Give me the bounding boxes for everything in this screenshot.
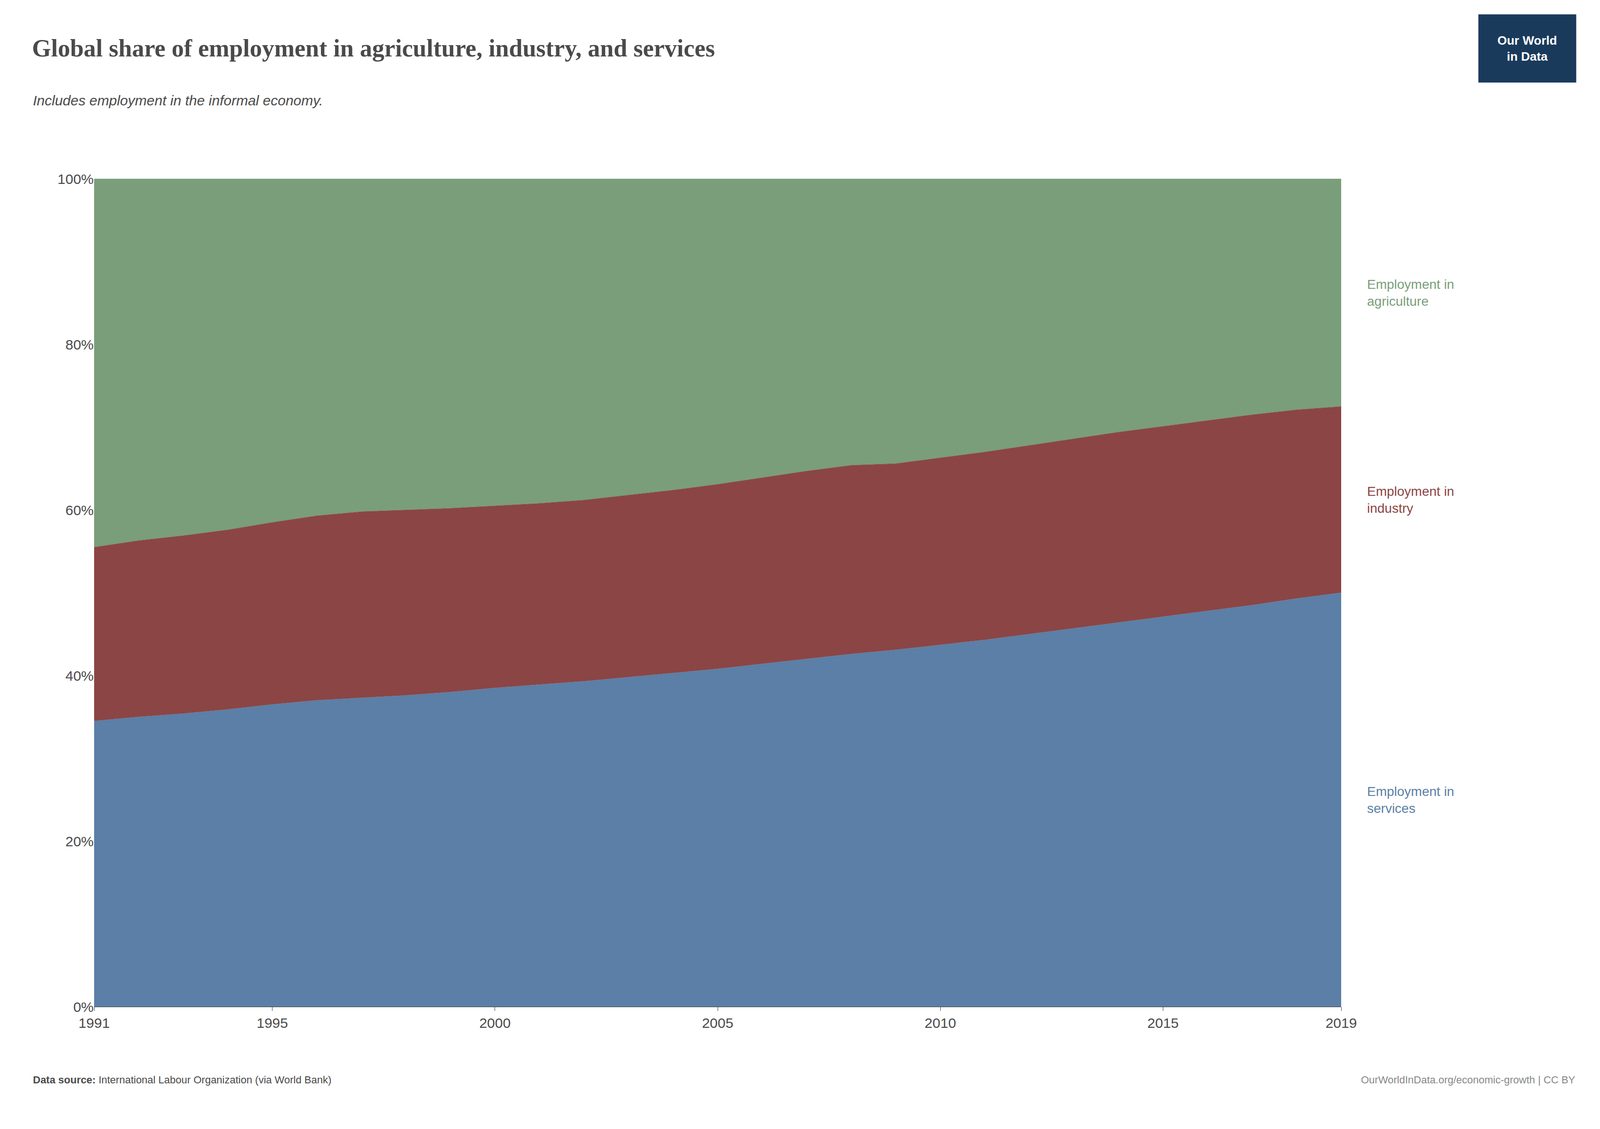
svg-text:OurWorldInData.org/economic-gr: OurWorldInData.org/economic-growth | CC … — [1360, 1074, 1576, 1087]
svg-text:40%: 40% — [65, 668, 94, 684]
svg-text:1991: 1991 — [78, 1015, 111, 1032]
svg-text:Our Worldin Data: Our Worldin Data — [1497, 33, 1558, 64]
svg-text:Employment inagriculture: Employment inagriculture — [1367, 277, 1455, 309]
svg-text:2000: 2000 — [479, 1015, 511, 1032]
svg-text:Employment inindustry: Employment inindustry — [1367, 484, 1455, 516]
svg-text:0%: 0% — [73, 999, 94, 1016]
svg-text:2019: 2019 — [1325, 1015, 1358, 1032]
svg-text:Employment inservices: Employment inservices — [1367, 784, 1455, 816]
svg-text:Global share of employment in: Global share of employment in agricultur… — [32, 34, 715, 62]
svg-text:2010: 2010 — [924, 1015, 957, 1032]
svg-text:2015: 2015 — [1147, 1015, 1179, 1032]
svg-text:1995: 1995 — [256, 1015, 288, 1032]
svg-text:80%: 80% — [65, 336, 94, 353]
svg-text:2005: 2005 — [702, 1015, 734, 1032]
svg-text:100%: 100% — [57, 171, 94, 187]
svg-text:Data source: International Lab: Data source: International Labour Organi… — [32, 1074, 332, 1087]
svg-text:20%: 20% — [65, 833, 94, 850]
svg-text:60%: 60% — [65, 502, 94, 519]
svg-text:Includes employment in the inf: Includes employment in the informal econ… — [32, 92, 323, 109]
